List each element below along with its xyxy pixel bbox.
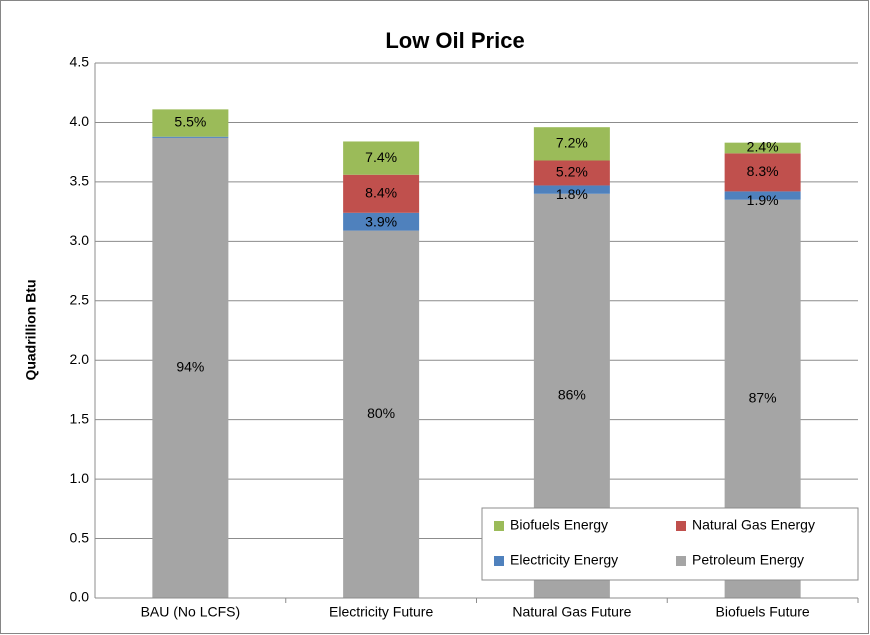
y-tick-label: 1.0 [70,470,90,486]
bar-segment [152,136,229,138]
chart-title: Low Oil Price [385,28,524,53]
bar-segment [343,174,420,213]
bar-segment [533,185,610,194]
bar-segment [343,212,420,231]
bar-segment [724,142,801,154]
y-tick-label: 3.5 [70,173,90,189]
data-label: 94% [176,359,204,375]
legend-label: Electricity Energy [510,552,618,568]
y-tick-label: 0.0 [70,589,90,605]
legend-swatch [494,521,504,531]
legend-swatch [676,521,686,531]
data-label: 3.9% [365,214,397,230]
y-tick-label: 2.5 [70,291,90,307]
y-tick-label: 1.5 [70,410,90,426]
bar-segment [152,109,229,137]
bar-segment [533,127,610,161]
y-tick-label: 3.0 [70,232,90,248]
bar-segment [724,191,801,200]
data-label: 87% [749,390,777,406]
y-tick-label: 4.0 [70,113,90,129]
data-label: 86% [558,387,586,403]
data-label: 8.3% [747,163,779,179]
y-tick-label: 2.0 [70,351,90,367]
bar-segment [724,153,801,192]
bar-segment [152,137,229,598]
x-tick-label: Natural Gas Future [512,604,631,620]
legend-label: Biofuels Energy [510,517,608,533]
legend-box [481,507,859,581]
data-label: 8.4% [365,184,397,200]
data-label: 7.2% [556,135,588,151]
data-label: 7.4% [365,149,397,165]
legend-swatch [676,556,686,566]
x-tick-label: Biofuels Future [716,604,810,620]
data-label: 80% [367,405,395,421]
y-tick-label: 0.5 [70,529,90,545]
legend-label: Natural Gas Energy [692,517,815,533]
legend-swatch [494,556,504,566]
data-label: 5.5% [174,114,206,130]
bar-segment [343,141,420,175]
x-tick-label: Electricity Future [329,604,433,620]
data-label: 2.4% [747,139,779,155]
bar-segment [343,230,420,598]
legend-label: Petroleum Energy [692,552,804,568]
data-label: 1.9% [747,192,779,208]
bar-segment [533,160,610,186]
x-tick-label: BAU (No LCFS) [141,604,241,620]
data-label: 1.8% [556,186,588,202]
data-label: 5.2% [556,164,588,180]
y-axis-label: Quadrillion Btu [23,279,39,380]
y-tick-label: 4.5 [70,54,90,70]
